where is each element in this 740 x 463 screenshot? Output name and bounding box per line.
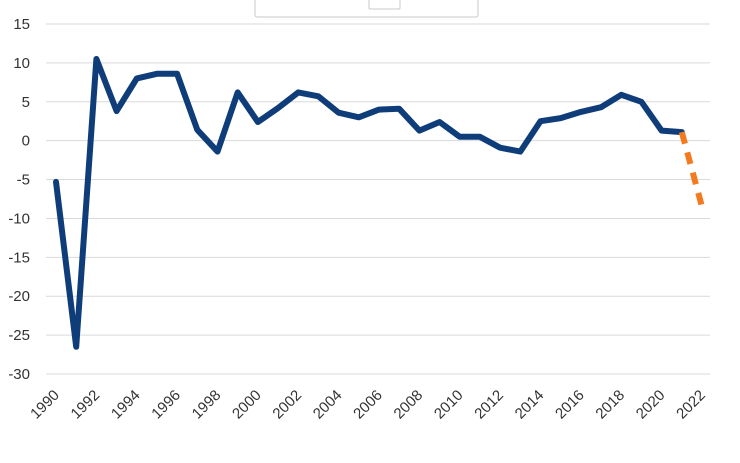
x-tick-label: 2018 — [592, 387, 628, 423]
x-tick-label: 1992 — [68, 387, 104, 423]
y-tick-label: 15 — [13, 16, 30, 33]
x-tick-label: 1990 — [27, 387, 63, 423]
y-tick-label: -5 — [17, 172, 30, 189]
legend-box — [254, 0, 479, 18]
y-tick-label: -10 — [8, 210, 30, 227]
legend-box-inner — [368, 0, 401, 10]
x-tick-label: 1996 — [148, 387, 184, 423]
y-tick-label: 0 — [22, 133, 30, 150]
x-tick-label: 2006 — [350, 387, 386, 423]
x-tick-label: 2022 — [673, 387, 709, 423]
historical-series-line — [53, 56, 685, 350]
x-tick-label: 2000 — [229, 387, 265, 423]
forecast-series-line — [678, 131, 705, 208]
x-tick-label: 2010 — [431, 387, 467, 423]
x-tick-label: 1994 — [108, 387, 144, 423]
y-tick-label: 10 — [13, 55, 30, 72]
y-tick-label: -30 — [8, 366, 30, 383]
x-tick-label: 2016 — [552, 387, 588, 423]
x-tick-label: 2012 — [471, 387, 507, 423]
x-tick-label: 2014 — [512, 387, 548, 423]
y-tick-label: -20 — [8, 288, 30, 305]
y-tick-label: 5 — [22, 94, 30, 111]
x-tick-label: 2004 — [310, 387, 346, 423]
x-tick-label: 1998 — [189, 387, 225, 423]
x-tick-label: 2020 — [633, 387, 669, 423]
x-tick-label: 2008 — [391, 387, 427, 423]
y-tick-label: -25 — [8, 327, 30, 344]
y-tick-label: -15 — [8, 249, 30, 266]
x-tick-label: 2002 — [269, 387, 305, 423]
